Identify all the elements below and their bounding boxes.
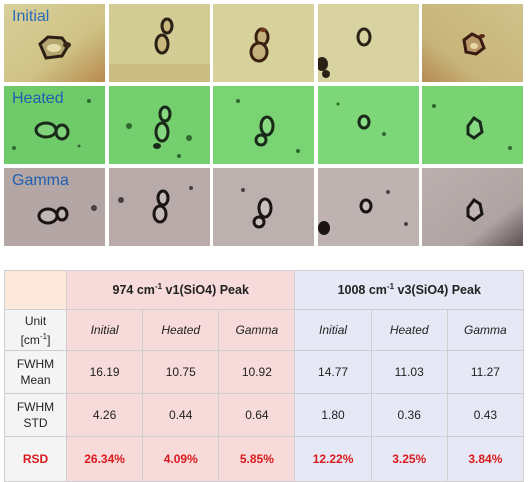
table-cell: 11.27 [446, 350, 525, 394]
micrograph-gamma-3 [213, 168, 314, 246]
micrograph-initial-4 [318, 4, 419, 82]
micrograph-initial-5 [422, 4, 523, 82]
rsd-cell: 12.22% [294, 436, 372, 482]
table-cell: 10.92 [218, 350, 296, 394]
micrograph-heated-4 [318, 86, 419, 164]
table-row-fwhm-mean: FWHM Mean 16.19 10.75 10.92 14.77 11.03 1… [4, 350, 525, 394]
condition-header: Heated [142, 309, 220, 351]
rsd-cell: 4.09% [142, 436, 220, 482]
micrograph-heated-1 [4, 86, 105, 164]
condition-header: Heated [370, 309, 448, 351]
row-label-fwhm-mean: FWHM Mean [4, 350, 67, 394]
micrograph-gamma-2 [109, 168, 210, 246]
table-cell: 4.26 [65, 393, 144, 437]
row-label-heated: Heated [12, 90, 64, 107]
micrograph-grid: Initial Heated [4, 4, 524, 246]
table-cell: 1.80 [294, 393, 372, 437]
peak2-header: 1008 cm-1 v3(SiO4) Peak [294, 270, 524, 310]
table-cell: 10.75 [142, 350, 220, 394]
fwhm-table: 974 cm-1 v1(SiO4) Peak 1008 cm-1 v3(SiO4… [4, 270, 525, 482]
micrograph-heated-5 [422, 86, 523, 164]
micrograph-heated-2 [109, 86, 210, 164]
micrograph-gamma-5 [422, 168, 523, 246]
condition-header: Gamma [446, 309, 525, 351]
row-label-fwhm-std: FWHM STD [4, 393, 67, 437]
micrograph-heated-3 [213, 86, 314, 164]
heated-row: Heated [4, 86, 524, 164]
condition-header: Gamma [218, 309, 296, 351]
table-cell: 0.43 [446, 393, 525, 437]
table-cell: 11.03 [370, 350, 448, 394]
initial-row: Initial [4, 4, 524, 82]
table-header-peaks: 974 cm-1 v1(SiO4) Peak 1008 cm-1 v3(SiO4… [4, 270, 524, 310]
table-cell: 0.36 [370, 393, 448, 437]
rsd-cell: 3.84% [446, 436, 525, 482]
table-cell: 0.64 [218, 393, 296, 437]
micrograph-gamma-1 [4, 168, 105, 246]
table-row-rsd: RSD 26.34% 4.09% 5.85% 12.22% 3.25% 3.84… [4, 436, 525, 482]
unit-label: Unit [cm-1] [4, 309, 67, 351]
rsd-cell: 26.34% [65, 436, 144, 482]
table-cell: 14.77 [294, 350, 372, 394]
table-header-conditions: Unit [cm-1] Initial Heated Gamma Initial … [4, 309, 525, 351]
condition-header: Initial [294, 309, 372, 351]
table-cell: 16.19 [65, 350, 144, 394]
table-corner-cell [4, 270, 67, 310]
micrograph-initial-3 [213, 4, 314, 82]
table-row-fwhm-std: FWHM STD 4.26 0.44 0.64 1.80 0.36 0.43 [4, 393, 525, 437]
rsd-cell: 5.85% [218, 436, 296, 482]
gamma-row: Gamma [4, 168, 524, 246]
condition-header: Initial [65, 309, 144, 351]
row-label-rsd: RSD [4, 436, 67, 482]
micrograph-initial-1 [4, 4, 105, 82]
peak1-header: 974 cm-1 v1(SiO4) Peak [65, 270, 296, 310]
row-label-initial: Initial [12, 8, 50, 25]
micrograph-gamma-4 [318, 168, 419, 246]
micrograph-initial-2 [109, 4, 210, 82]
rsd-cell: 3.25% [370, 436, 448, 482]
table-cell: 0.44 [142, 393, 220, 437]
row-label-gamma: Gamma [12, 172, 69, 189]
